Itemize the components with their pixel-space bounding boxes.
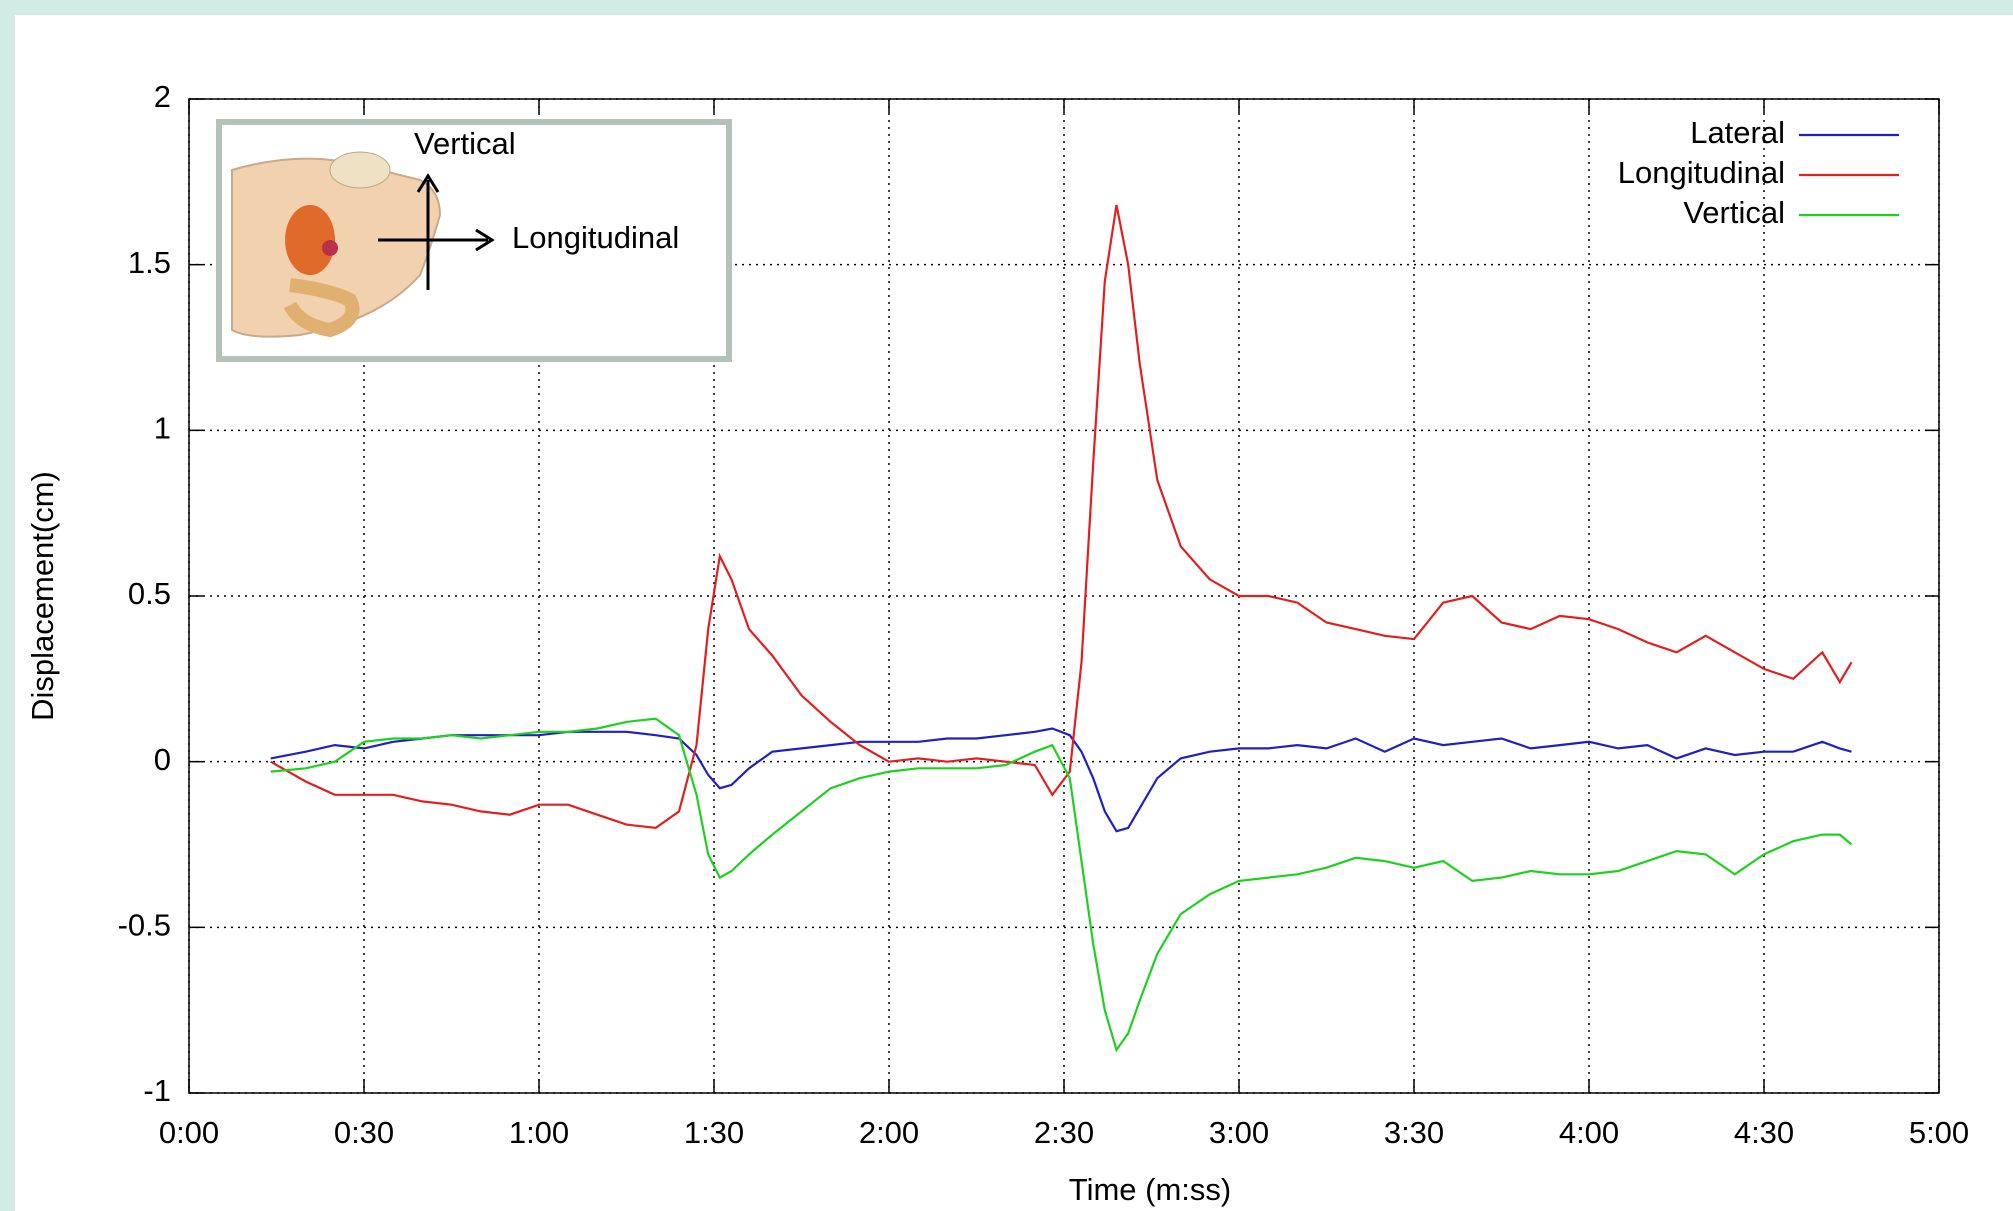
y-tick-label: 1 (154, 411, 171, 446)
legend-label: Longitudinal (1618, 155, 1785, 190)
legend-label: Vertical (1683, 195, 1785, 230)
y-tick-label: -1 (143, 1073, 171, 1108)
x-tick-label: 3:30 (1384, 1115, 1444, 1150)
y-tick-label: 1.5 (128, 245, 171, 280)
data-line (270, 717, 1853, 1053)
organ-illustration (329, 151, 391, 189)
organ-illustration (322, 240, 338, 256)
organ-illustration (285, 205, 335, 275)
x-tick-label: 0:00 (159, 1115, 219, 1150)
x-tick-label: 4:00 (1559, 1115, 1619, 1150)
organ-illustration (283, 278, 360, 338)
arrow-head (416, 173, 440, 193)
y-axis-label: Displacement(cm) (25, 471, 60, 721)
legend-label: Lateral (1690, 115, 1785, 150)
x-tick-label: 3:00 (1209, 1115, 1269, 1150)
x-tick-label: 5:00 (1909, 1115, 1969, 1150)
x-tick-label: 4:30 (1734, 1115, 1794, 1150)
x-tick-label: 0:30 (334, 1115, 394, 1150)
inset-label: Longitudinal (512, 220, 679, 255)
y-tick-label: 0.5 (128, 576, 171, 611)
inset: Vertical Longitudinal (216, 119, 732, 362)
plot-frame (188, 98, 1940, 1094)
x-tick-label: 2:00 (859, 1115, 919, 1150)
data-line (270, 727, 1852, 833)
x-tick-label: 1:00 (509, 1115, 569, 1150)
y-tick-label: 2 (154, 79, 171, 114)
y-tick-label: 0 (154, 742, 171, 777)
arrow-head (475, 228, 495, 252)
x-tick-label: 2:30 (1034, 1115, 1094, 1150)
x-axis-label: Time (m:ss) (1069, 1172, 1231, 1207)
x-tick-label: 1:30 (684, 1115, 744, 1150)
data-line (270, 204, 1853, 830)
y-tick-label: -0.5 (118, 908, 171, 943)
inset-label: Vertical (414, 126, 516, 161)
